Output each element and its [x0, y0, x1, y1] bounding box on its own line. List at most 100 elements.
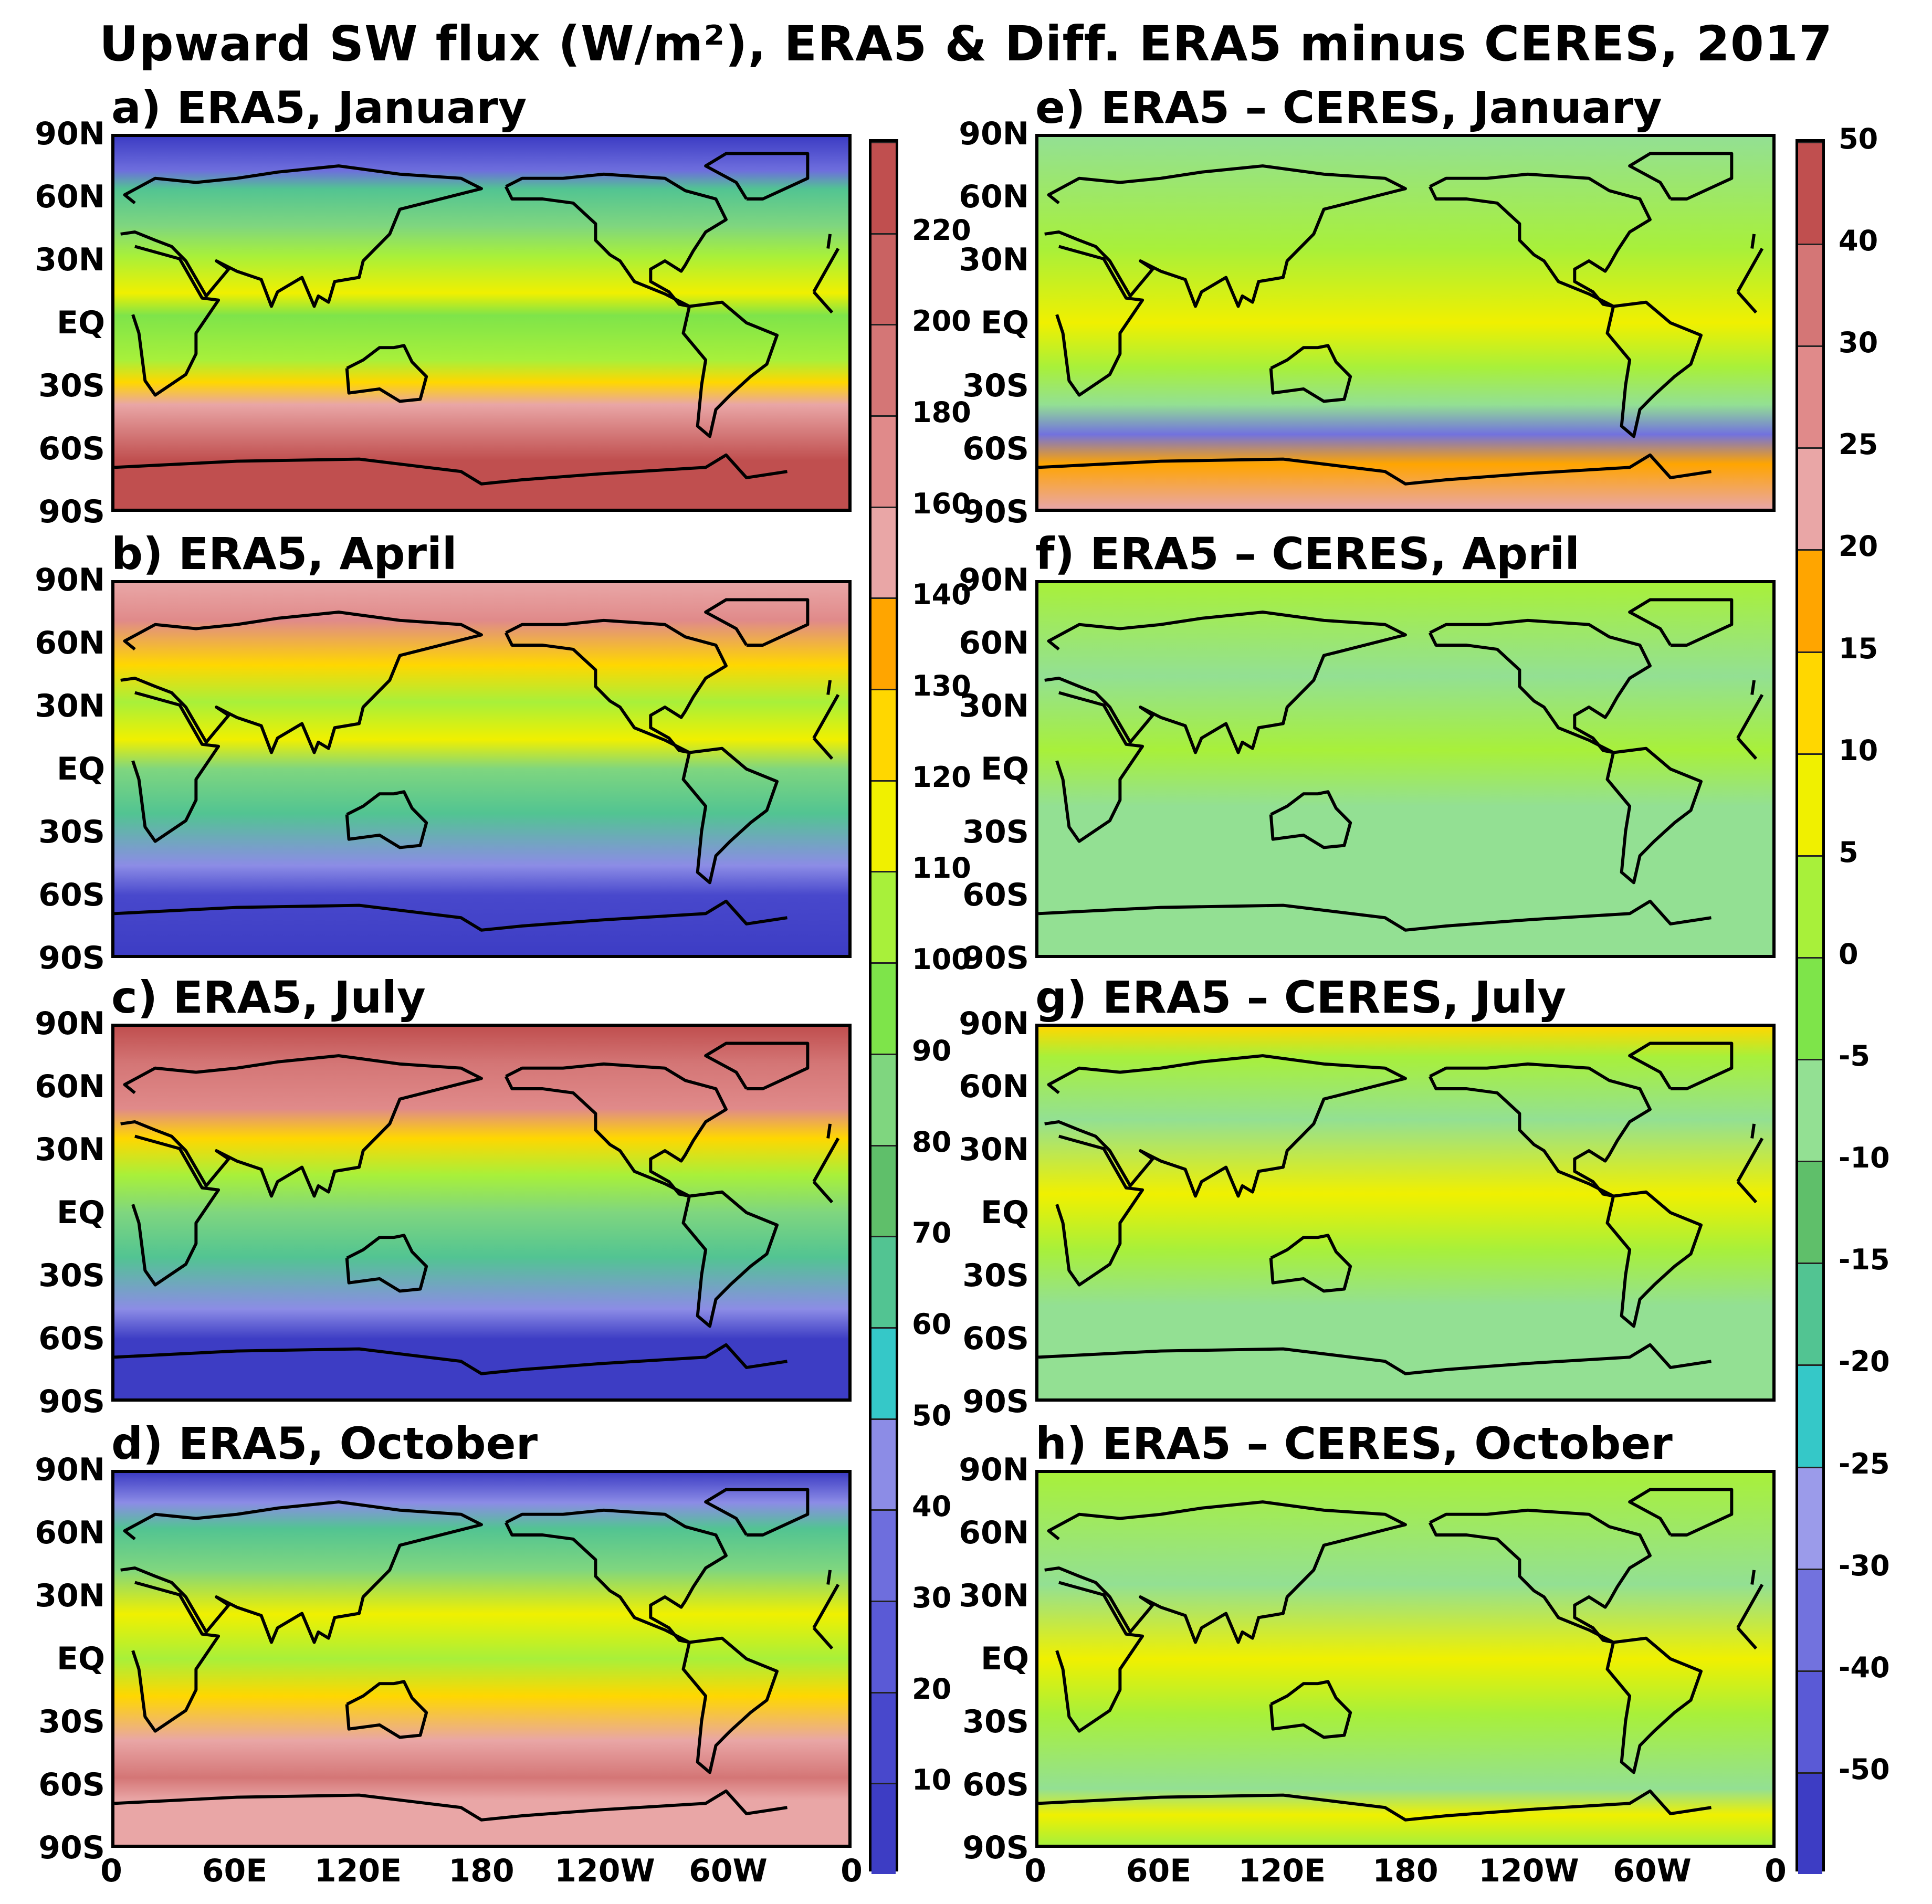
coastline-4 — [1269, 790, 1352, 849]
lat-label-d-5: 60S — [38, 1766, 105, 1803]
lat-label-h-5: 60S — [962, 1766, 1029, 1803]
coastline-2 — [1428, 172, 1652, 308]
colorbar-era5-seg-13 — [872, 597, 896, 689]
panel-title-c: c) ERA5, July — [111, 972, 426, 1023]
lat-label-b-6: 90S — [38, 940, 105, 976]
colorbar-era5-seg-4 — [872, 1418, 896, 1510]
lon-label-1-6: 0 — [1765, 1853, 1787, 1889]
colorbar-era5-label-8: 90 — [912, 1034, 952, 1067]
panel-title-b: b) ERA5, April — [111, 528, 457, 580]
coastline-0 — [1055, 1581, 1764, 1733]
map-d[interactable] — [111, 1470, 852, 1848]
map-e[interactable] — [1035, 134, 1776, 512]
colorbar-era5-seg-9 — [872, 962, 896, 1054]
lat-label-e-0: 90N — [959, 115, 1029, 152]
coastline-4 — [1269, 1234, 1352, 1293]
lat-label-f-3: EQ — [981, 751, 1029, 787]
map-c[interactable] — [111, 1024, 852, 1402]
lat-label-a-3: EQ — [57, 304, 105, 341]
coastline-1 — [1044, 1054, 1756, 1198]
colorbar-era5-label-9: 100 — [912, 943, 971, 976]
colorbar-diff-label-10: 10 — [1839, 733, 1878, 767]
coastline-1 — [1044, 611, 1756, 754]
map-b[interactable] — [111, 580, 852, 958]
coastline-6 — [114, 1343, 788, 1375]
coastline-1 — [120, 164, 832, 308]
map-field-h — [1038, 1473, 1772, 1845]
lat-label-b-1: 60N — [35, 625, 105, 661]
coastline-1 — [120, 611, 832, 754]
colorbar-diff-label-9: 5 — [1839, 835, 1858, 869]
colorbar-era5-label-7: 80 — [912, 1125, 952, 1159]
coastline-5 — [1628, 1042, 1734, 1090]
colorbar-era5-label-0: 10 — [912, 1763, 952, 1797]
colorbar-era5-seg-18 — [872, 142, 896, 233]
colorbar-diff-seg-11 — [1798, 651, 1822, 753]
coastline-0 — [131, 691, 840, 843]
lat-label-f-4: 30S — [962, 814, 1029, 850]
colorbar-era5-seg-6 — [872, 1236, 896, 1327]
map-g[interactable] — [1035, 1024, 1776, 1402]
field-background-a — [114, 137, 848, 509]
lat-label-c-0: 90N — [35, 1005, 105, 1042]
coastline-6 — [114, 453, 788, 486]
coastline-6 — [1038, 899, 1712, 932]
lat-label-d-1: 60N — [35, 1514, 105, 1551]
lon-label-1-1: 60E — [1126, 1853, 1192, 1889]
colorbar-era5-label-2: 30 — [912, 1581, 952, 1614]
lat-label-e-5: 60S — [962, 430, 1029, 467]
lat-label-g-4: 30S — [962, 1257, 1029, 1294]
coastline-5 — [704, 152, 810, 201]
colorbar-diff-seg-0 — [1798, 1772, 1822, 1874]
coastline-5 — [1628, 598, 1734, 647]
figure-title: Upward SW flux (W/m²), ERA5 & Diff. ERA5… — [99, 16, 1833, 72]
map-h[interactable] — [1035, 1470, 1776, 1848]
lat-label-a-2: 30N — [35, 241, 105, 278]
colorbar-diff-label-12: 20 — [1839, 530, 1878, 563]
colorbar-diff-label-14: 30 — [1839, 326, 1878, 360]
coastline-0 — [131, 1134, 840, 1287]
coastline-6 — [1038, 1789, 1712, 1822]
colorbar-diff-label-15: 40 — [1839, 224, 1878, 258]
coastline-0 — [1055, 1134, 1764, 1287]
coastline-1 — [1044, 1500, 1756, 1644]
lat-label-h-2: 30N — [959, 1577, 1029, 1614]
map-f[interactable] — [1035, 580, 1776, 958]
coastline-6 — [114, 899, 788, 932]
colorbar-era5-label-15: 180 — [912, 396, 971, 429]
coastline-5 — [1628, 152, 1734, 201]
panel-title-a: a) ERA5, January — [111, 82, 527, 133]
lat-label-a-4: 30S — [38, 367, 105, 404]
field-background-e — [1038, 137, 1772, 509]
lat-label-a-5: 60S — [38, 430, 105, 467]
coastline-1 — [120, 1054, 832, 1198]
panel-title-g: g) ERA5 – CERES, July — [1035, 972, 1567, 1023]
colorbar-era5-seg-0 — [872, 1783, 896, 1874]
map-field-c — [114, 1027, 848, 1398]
coastline-5 — [704, 1042, 810, 1090]
colorbar-diff-label-7: -5 — [1839, 1039, 1870, 1073]
coastline-2 — [504, 1062, 728, 1198]
map-a[interactable] — [111, 134, 852, 512]
colorbar-era5-label-6: 70 — [912, 1216, 952, 1250]
field-background-b — [114, 583, 848, 955]
colorbar-diff-seg-13 — [1798, 447, 1822, 550]
colorbar-diff-seg-10 — [1798, 753, 1822, 855]
lat-label-f-0: 90N — [959, 562, 1029, 598]
lon-label-1-4: 120W — [1478, 1853, 1579, 1889]
colorbar-era5-seg-8 — [872, 1053, 896, 1145]
coastline-3 — [1605, 1636, 1703, 1774]
colorbar-era5-label-4: 50 — [912, 1398, 952, 1432]
coastline-4 — [1269, 344, 1352, 403]
lat-label-c-4: 30S — [38, 1257, 105, 1294]
colorbar-diff-label-6: -10 — [1839, 1141, 1890, 1175]
colorbar-era5-seg-15 — [872, 415, 896, 507]
lat-label-h-4: 30S — [962, 1703, 1029, 1740]
lat-label-d-0: 90N — [35, 1451, 105, 1488]
lat-label-c-5: 60S — [38, 1320, 105, 1357]
coastline-6 — [1038, 453, 1712, 486]
lat-label-h-6: 90S — [962, 1829, 1029, 1866]
lon-label-0-0: 0 — [100, 1853, 122, 1889]
lon-label-1-0: 0 — [1024, 1853, 1046, 1889]
